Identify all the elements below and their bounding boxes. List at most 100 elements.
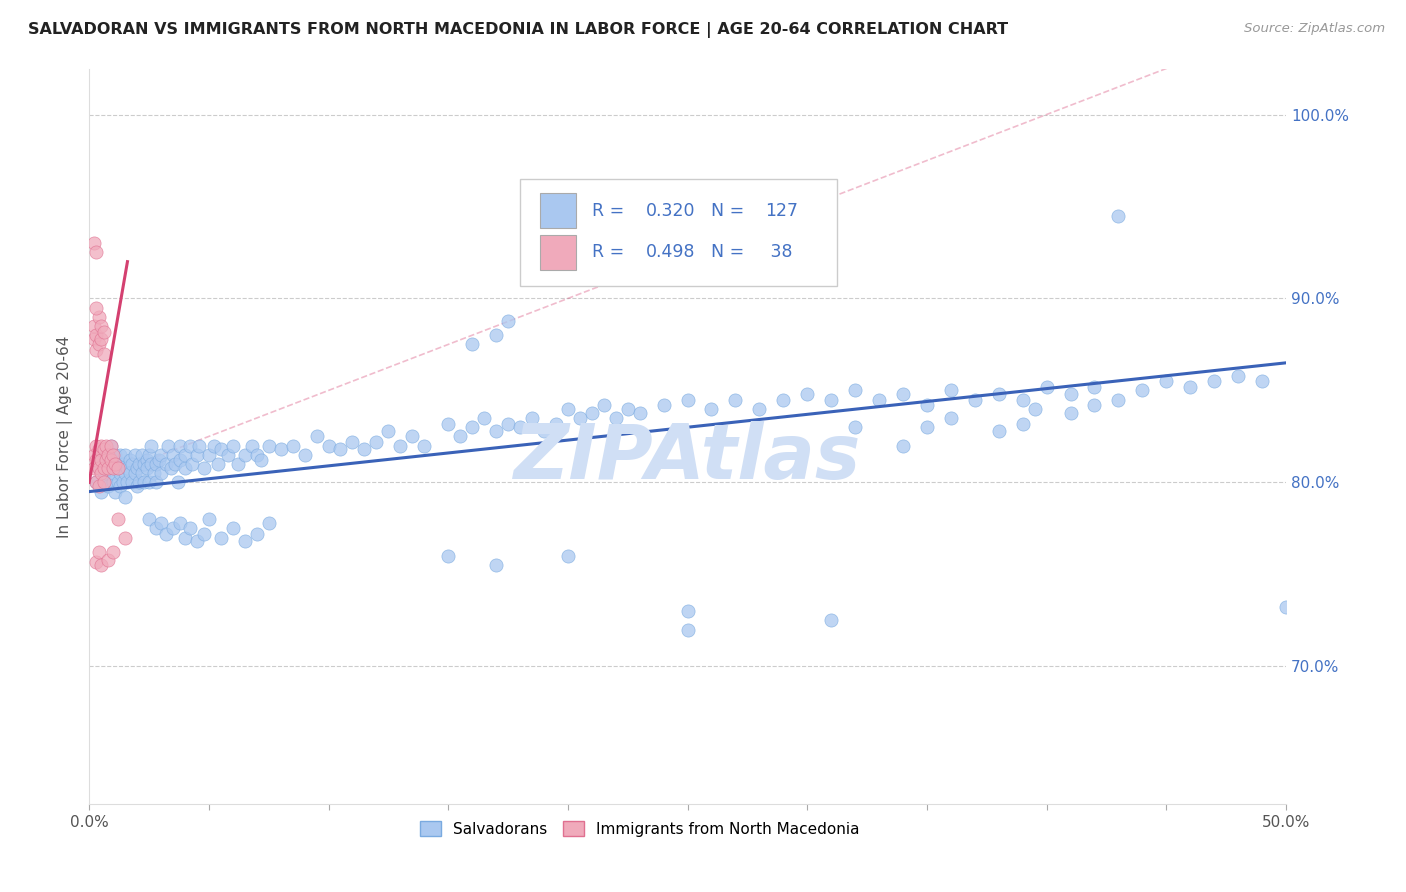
Point bbox=[111, 475, 134, 490]
Point bbox=[142, 467, 165, 481]
Point bbox=[100, 453, 122, 467]
Point bbox=[87, 460, 110, 475]
Point bbox=[114, 467, 136, 481]
Point bbox=[257, 439, 280, 453]
Point bbox=[83, 319, 105, 334]
Point bbox=[1011, 392, 1033, 407]
Point bbox=[90, 453, 112, 467]
Point bbox=[520, 411, 543, 425]
Point bbox=[748, 401, 770, 416]
Point bbox=[509, 420, 531, 434]
Point bbox=[125, 479, 148, 493]
Point bbox=[820, 613, 842, 627]
Point bbox=[366, 434, 388, 449]
Point bbox=[93, 325, 115, 339]
Point bbox=[149, 516, 172, 530]
Point bbox=[86, 439, 108, 453]
Point bbox=[557, 549, 579, 563]
Point bbox=[193, 527, 215, 541]
Point bbox=[128, 475, 150, 490]
Point bbox=[1083, 380, 1105, 394]
Point bbox=[86, 475, 108, 490]
Point bbox=[121, 457, 143, 471]
Point bbox=[250, 453, 273, 467]
Point bbox=[174, 531, 197, 545]
Point bbox=[83, 448, 105, 462]
Point bbox=[114, 531, 136, 545]
Point bbox=[1107, 392, 1129, 407]
Point bbox=[294, 448, 316, 462]
Point bbox=[86, 343, 108, 357]
Point bbox=[616, 401, 638, 416]
Point bbox=[162, 521, 184, 535]
Text: 0.320: 0.320 bbox=[645, 202, 695, 219]
Point bbox=[676, 604, 699, 618]
Point bbox=[141, 439, 163, 453]
Point bbox=[1275, 600, 1298, 615]
Point bbox=[700, 401, 723, 416]
FancyBboxPatch shape bbox=[520, 179, 837, 285]
Point bbox=[461, 337, 484, 351]
Point bbox=[107, 457, 129, 471]
Point bbox=[1083, 398, 1105, 412]
Point bbox=[86, 453, 108, 467]
Point bbox=[104, 457, 127, 471]
Point bbox=[496, 313, 519, 327]
Point bbox=[963, 392, 986, 407]
Point bbox=[217, 448, 239, 462]
Point bbox=[101, 448, 124, 462]
Point bbox=[939, 411, 962, 425]
Point bbox=[1024, 401, 1046, 416]
Point bbox=[353, 442, 375, 457]
Text: SALVADORAN VS IMMIGRANTS FROM NORTH MACEDONIA IN LABOR FORCE | AGE 20-64 CORRELA: SALVADORAN VS IMMIGRANTS FROM NORTH MACE… bbox=[28, 22, 1008, 38]
Bar bbox=[540, 193, 576, 228]
Point bbox=[485, 424, 508, 438]
Point bbox=[145, 457, 167, 471]
Point bbox=[179, 521, 201, 535]
Point bbox=[86, 328, 108, 343]
Point bbox=[544, 417, 567, 431]
Point bbox=[94, 457, 117, 471]
Point bbox=[1059, 405, 1081, 419]
Point bbox=[90, 332, 112, 346]
Point bbox=[166, 475, 188, 490]
Point bbox=[83, 236, 105, 251]
Point bbox=[93, 467, 115, 481]
Point bbox=[134, 457, 156, 471]
Point bbox=[233, 534, 256, 549]
Point bbox=[110, 467, 132, 481]
Text: R =: R = bbox=[592, 202, 630, 219]
Point bbox=[117, 475, 139, 490]
Point bbox=[181, 457, 204, 471]
Point bbox=[342, 434, 364, 449]
Point bbox=[169, 453, 191, 467]
Point bbox=[592, 398, 614, 412]
Point bbox=[939, 384, 962, 398]
Point bbox=[222, 439, 245, 453]
Point bbox=[93, 442, 115, 457]
Point bbox=[131, 448, 153, 462]
Point bbox=[87, 442, 110, 457]
Bar bbox=[540, 235, 576, 270]
Point bbox=[148, 453, 170, 467]
Text: 127: 127 bbox=[765, 202, 799, 219]
Point bbox=[124, 448, 146, 462]
Point bbox=[891, 439, 914, 453]
Point bbox=[141, 457, 163, 471]
Point bbox=[93, 442, 115, 457]
Point bbox=[193, 460, 215, 475]
Point bbox=[97, 448, 120, 462]
Point bbox=[496, 417, 519, 431]
Point bbox=[157, 439, 180, 453]
Point bbox=[1251, 374, 1274, 388]
Point bbox=[1156, 374, 1178, 388]
Point bbox=[605, 411, 627, 425]
Point bbox=[891, 387, 914, 401]
Point bbox=[246, 527, 269, 541]
Point bbox=[83, 460, 105, 475]
Point bbox=[329, 442, 352, 457]
Point bbox=[485, 558, 508, 573]
Point bbox=[87, 460, 110, 475]
Point bbox=[188, 439, 211, 453]
Point bbox=[581, 405, 603, 419]
